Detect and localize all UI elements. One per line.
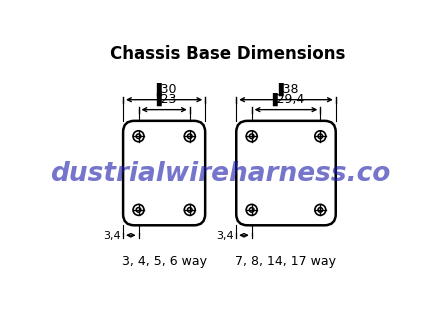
Circle shape	[246, 204, 257, 215]
Text: 3,4: 3,4	[216, 231, 234, 241]
Text: 7, 8, 14, 17 way: 7, 8, 14, 17 way	[235, 255, 337, 268]
Text: ▐38: ▐38	[273, 83, 299, 96]
Text: ▐29,4: ▐29,4	[267, 93, 305, 106]
Circle shape	[184, 131, 195, 142]
Text: ▐30: ▐30	[151, 83, 177, 96]
Text: 3, 4, 5, 6 way: 3, 4, 5, 6 way	[122, 255, 206, 268]
Text: 3,4: 3,4	[103, 231, 121, 241]
FancyBboxPatch shape	[236, 121, 336, 225]
Circle shape	[133, 204, 144, 215]
Circle shape	[133, 131, 144, 142]
Circle shape	[184, 204, 195, 215]
Text: ▐23: ▐23	[151, 93, 177, 106]
Circle shape	[315, 131, 326, 142]
Circle shape	[315, 204, 326, 215]
FancyBboxPatch shape	[123, 121, 205, 225]
Text: dustrialwireharness.co: dustrialwireharness.co	[50, 161, 390, 187]
Text: Chassis Base Dimensions: Chassis Base Dimensions	[110, 45, 345, 63]
Circle shape	[246, 131, 257, 142]
